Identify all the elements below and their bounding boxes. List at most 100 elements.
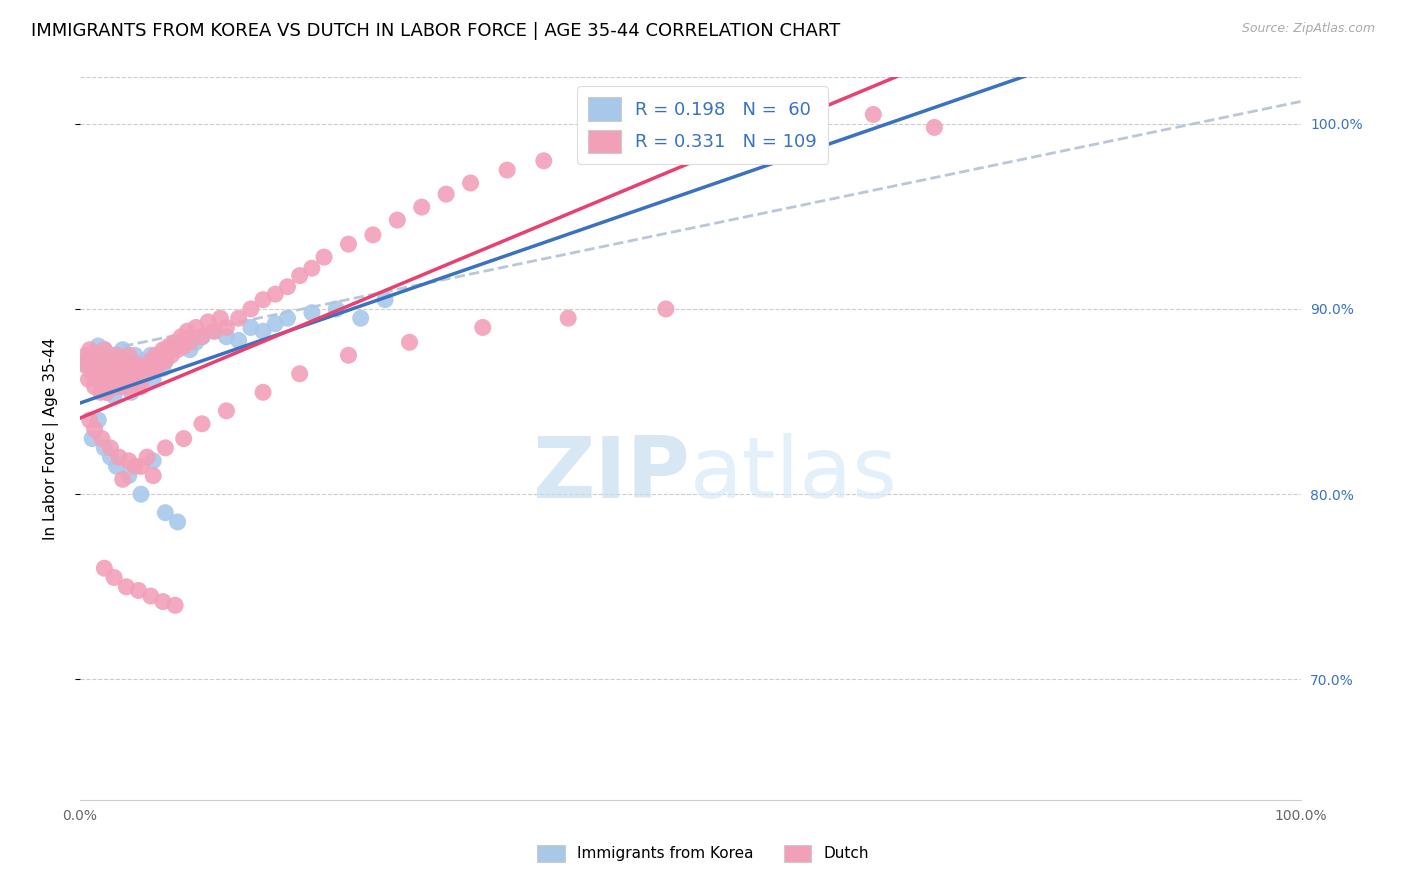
Text: Source: ZipAtlas.com: Source: ZipAtlas.com xyxy=(1241,22,1375,36)
Text: IMMIGRANTS FROM KOREA VS DUTCH IN LABOR FORCE | AGE 35-44 CORRELATION CHART: IMMIGRANTS FROM KOREA VS DUTCH IN LABOR … xyxy=(31,22,841,40)
Point xyxy=(252,385,274,400)
Point xyxy=(924,120,946,135)
Point xyxy=(142,468,165,483)
Point xyxy=(77,372,100,386)
Point xyxy=(228,311,250,326)
Point xyxy=(129,459,152,474)
Point xyxy=(100,450,122,464)
Point xyxy=(100,372,122,386)
Point xyxy=(434,187,457,202)
Point xyxy=(252,324,274,338)
Point xyxy=(184,335,207,350)
Point xyxy=(129,367,152,381)
Point xyxy=(276,279,298,293)
Point xyxy=(142,454,165,468)
Point xyxy=(93,441,115,455)
Point xyxy=(124,348,146,362)
Point xyxy=(398,335,420,350)
Point xyxy=(111,353,134,368)
Point xyxy=(118,358,141,372)
Point xyxy=(152,361,174,376)
Point xyxy=(215,330,238,344)
Point xyxy=(118,468,141,483)
Point xyxy=(105,459,128,474)
Point xyxy=(118,348,141,362)
Point xyxy=(337,348,360,362)
Text: atlas: atlas xyxy=(690,434,898,516)
Point xyxy=(655,301,678,316)
Point xyxy=(801,117,824,131)
Point xyxy=(471,320,494,334)
Point xyxy=(152,343,174,357)
Point xyxy=(121,367,143,381)
Point xyxy=(301,306,323,320)
Point xyxy=(361,227,384,242)
Point xyxy=(93,361,115,376)
Point xyxy=(124,372,146,386)
Point xyxy=(129,487,152,501)
Point xyxy=(228,334,250,348)
Point xyxy=(173,334,195,348)
Point xyxy=(120,385,142,400)
Point xyxy=(288,268,311,283)
Point xyxy=(209,311,232,326)
Point xyxy=(82,353,104,368)
Point xyxy=(173,432,195,446)
Point xyxy=(101,380,124,394)
Point xyxy=(184,320,207,334)
Point xyxy=(581,139,603,153)
Point xyxy=(103,389,125,403)
Point xyxy=(108,380,131,394)
Y-axis label: In Labor Force | Age 35-44: In Labor Force | Age 35-44 xyxy=(44,337,59,540)
Point xyxy=(312,250,335,264)
Point xyxy=(387,213,409,227)
Point xyxy=(155,353,177,368)
Point xyxy=(166,339,188,353)
Point xyxy=(460,176,482,190)
Point xyxy=(170,330,193,344)
Point xyxy=(350,311,373,326)
Point xyxy=(496,163,519,178)
Point xyxy=(155,441,177,455)
Point xyxy=(115,580,138,594)
Point xyxy=(139,589,162,603)
Point xyxy=(87,348,110,362)
Point xyxy=(337,237,360,252)
Point xyxy=(165,335,187,350)
Point xyxy=(132,361,155,376)
Point xyxy=(191,417,214,431)
Point xyxy=(100,353,122,368)
Point xyxy=(82,432,104,446)
Point xyxy=(139,353,162,368)
Point xyxy=(152,594,174,608)
Point xyxy=(105,372,128,386)
Point xyxy=(179,343,201,357)
Point xyxy=(288,367,311,381)
Point xyxy=(160,343,183,357)
Point xyxy=(90,432,112,446)
Point xyxy=(155,506,177,520)
Point xyxy=(100,441,122,455)
Point xyxy=(173,339,195,353)
Point xyxy=(239,301,262,316)
Point xyxy=(127,358,149,372)
Point xyxy=(79,348,101,362)
Point xyxy=(97,367,120,381)
Point xyxy=(128,380,150,394)
Point xyxy=(202,324,225,338)
Point xyxy=(179,335,201,350)
Point xyxy=(374,293,396,307)
Point xyxy=(145,358,167,372)
Point xyxy=(862,107,884,121)
Point xyxy=(103,570,125,584)
Point xyxy=(110,367,132,381)
Point xyxy=(276,311,298,326)
Point xyxy=(100,370,122,384)
Point xyxy=(155,353,177,368)
Point xyxy=(215,404,238,418)
Legend: R = 0.198   N =  60, R = 0.331   N = 109: R = 0.198 N = 60, R = 0.331 N = 109 xyxy=(578,87,828,163)
Point xyxy=(83,380,105,394)
Point xyxy=(124,370,146,384)
Point xyxy=(136,367,159,381)
Point xyxy=(145,348,167,362)
